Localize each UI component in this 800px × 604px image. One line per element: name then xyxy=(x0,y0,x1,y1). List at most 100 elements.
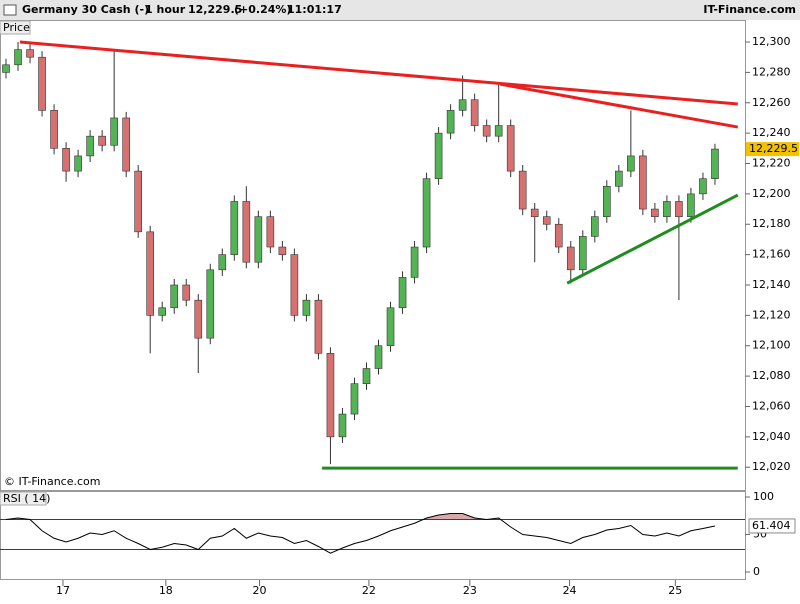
candle-body xyxy=(134,170,142,233)
y-tick-label: 12,260 xyxy=(752,96,791,109)
candle-body xyxy=(410,246,419,278)
trend-line xyxy=(19,40,738,106)
candle-body xyxy=(362,368,371,384)
rsi-frame xyxy=(0,491,746,580)
candle-body xyxy=(218,254,227,271)
candle-body xyxy=(170,284,179,309)
candle-body xyxy=(470,99,479,126)
candle-body xyxy=(242,201,251,263)
candle-body xyxy=(122,117,130,172)
last-price-box xyxy=(746,142,799,157)
candle-body xyxy=(398,277,407,309)
y-tick-label: 12,060 xyxy=(752,399,791,412)
y-tick-label: 12,300 xyxy=(752,35,791,48)
price-frame xyxy=(0,20,746,491)
y-tick-label: 0 xyxy=(753,565,760,578)
y-tick-label: 12,040 xyxy=(752,430,791,443)
candle-body xyxy=(603,185,611,217)
candle-body xyxy=(494,125,503,137)
last-rsi-label: 61.404 xyxy=(752,519,791,532)
candle-body xyxy=(675,201,683,217)
header-time: 11:01:17 xyxy=(287,3,342,16)
candle-body xyxy=(50,110,58,149)
header-change: (+0.24%) xyxy=(234,3,291,16)
candle-body xyxy=(651,208,659,217)
candle-body xyxy=(518,170,527,210)
y-tick-label: 12,140 xyxy=(752,278,791,291)
y-tick-label: 12,280 xyxy=(752,65,791,78)
rsi-title: RSI ( 14) xyxy=(3,492,50,505)
candle-body xyxy=(194,299,203,339)
last-rsi-box xyxy=(748,518,796,534)
last-price-label: 12,229.5 xyxy=(749,142,798,155)
trend-line xyxy=(566,193,739,285)
brand: IT-Finance.com xyxy=(703,3,796,16)
y-tick-label: 12,080 xyxy=(752,369,791,382)
candle-body xyxy=(446,110,455,134)
candle-body xyxy=(278,246,287,255)
candle-body xyxy=(266,216,275,248)
candle-body xyxy=(206,269,215,339)
header-bar xyxy=(0,0,800,20)
candle-body xyxy=(590,216,599,237)
candle-body xyxy=(615,170,623,187)
rsi-label-box xyxy=(0,491,47,506)
candle-body xyxy=(711,148,719,179)
candle-body xyxy=(374,345,383,369)
x-tick-label: 17 xyxy=(56,584,70,597)
y-tick-label: 12,180 xyxy=(752,217,791,230)
menu-icon[interactable] xyxy=(3,4,17,16)
candle-body xyxy=(62,148,70,172)
y-tick-label: 12,220 xyxy=(752,157,791,170)
candle-body xyxy=(38,56,46,111)
x-tick-label: 20 xyxy=(253,584,267,597)
candle-body xyxy=(554,223,563,248)
rsi-line xyxy=(5,513,716,554)
y-tick-label: 12,160 xyxy=(752,248,791,261)
x-tick-label: 22 xyxy=(362,584,376,597)
candle-body xyxy=(2,64,10,73)
candle-body xyxy=(14,49,22,66)
candle-body xyxy=(338,413,347,438)
y-tick-label: 12,020 xyxy=(752,460,791,473)
candle-body xyxy=(542,216,551,225)
candle-body xyxy=(326,353,335,438)
candle-body xyxy=(110,117,118,146)
instrument: Germany 30 Cash (-) xyxy=(22,3,149,16)
y-tick-label: 12,100 xyxy=(752,339,791,352)
candle-body xyxy=(566,246,575,271)
y-tick-label: 12,240 xyxy=(752,126,791,139)
candle-body xyxy=(482,125,491,137)
candle-body xyxy=(506,125,515,172)
candle-body xyxy=(230,201,239,255)
x-tick-label: 24 xyxy=(563,584,577,597)
candle-body xyxy=(98,135,106,146)
candle-body xyxy=(699,178,707,195)
candle-body xyxy=(530,208,539,217)
candle-body xyxy=(254,216,263,263)
candle-body xyxy=(434,132,443,179)
panel-label-box xyxy=(0,20,31,35)
candle-body xyxy=(458,99,467,111)
x-tick-label: 23 xyxy=(463,584,477,597)
candle-body xyxy=(639,155,647,210)
candle-body xyxy=(26,49,34,58)
panel-label: Price xyxy=(3,21,30,34)
candle-body xyxy=(86,135,94,157)
candle-body xyxy=(158,307,167,316)
overbought-fill xyxy=(6,513,501,520)
y-tick-label: 12,200 xyxy=(752,187,791,200)
y-tick-label: 100 xyxy=(753,490,774,503)
candle-body xyxy=(290,254,299,316)
header-price: 12,229.5 xyxy=(188,3,242,16)
candle-body xyxy=(578,236,587,271)
x-tick-label: 18 xyxy=(159,584,173,597)
timeframe: 1 hour xyxy=(145,3,186,16)
candle-body xyxy=(302,299,311,316)
candle-body xyxy=(182,284,191,301)
candle-body xyxy=(146,231,155,316)
x-tick-label: 25 xyxy=(668,584,682,597)
trend-line xyxy=(499,82,739,129)
